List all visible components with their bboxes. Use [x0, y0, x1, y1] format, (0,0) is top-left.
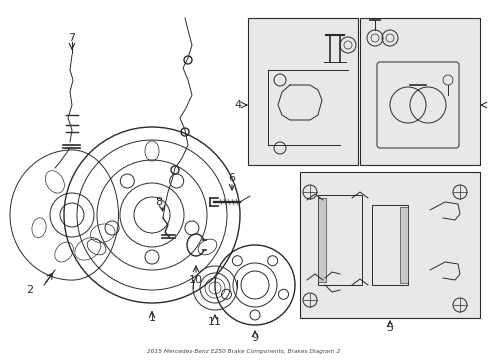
Text: 5: 5: [386, 323, 393, 333]
Text: 9: 9: [251, 333, 258, 343]
Bar: [317, 195, 361, 285]
Bar: [317, 198, 325, 282]
Text: 2: 2: [26, 285, 34, 295]
Bar: [399, 207, 407, 283]
Bar: [371, 205, 407, 285]
Text: 2015 Mercedes-Benz E250 Brake Components, Brakes Diagram 2: 2015 Mercedes-Benz E250 Brake Components…: [147, 350, 340, 355]
Bar: [247, 18, 357, 165]
Text: 4: 4: [234, 100, 242, 110]
Text: 3: 3: [486, 100, 488, 110]
Text: 11: 11: [207, 317, 222, 327]
Bar: [299, 172, 479, 318]
Text: 7: 7: [68, 33, 76, 43]
Text: 1: 1: [148, 313, 155, 323]
Bar: [359, 18, 479, 165]
Text: 8: 8: [155, 197, 162, 207]
Text: 6: 6: [228, 173, 235, 183]
Text: 10: 10: [189, 275, 203, 285]
